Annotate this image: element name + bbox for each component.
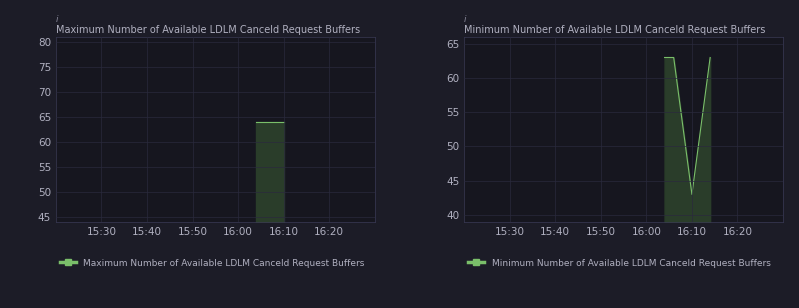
Text: Minimum Number of Available LDLM Canceld Request Buffers: Minimum Number of Available LDLM Canceld… xyxy=(464,25,765,35)
Legend: Maximum Number of Available LDLM Canceld Request Buffers: Maximum Number of Available LDLM Canceld… xyxy=(58,256,368,270)
Text: i: i xyxy=(56,15,58,24)
Text: Maximum Number of Available LDLM Canceld Request Buffers: Maximum Number of Available LDLM Canceld… xyxy=(56,25,360,35)
Text: i: i xyxy=(464,15,467,24)
Legend: Minimum Number of Available LDLM Canceld Request Buffers: Minimum Number of Available LDLM Canceld… xyxy=(466,256,773,270)
